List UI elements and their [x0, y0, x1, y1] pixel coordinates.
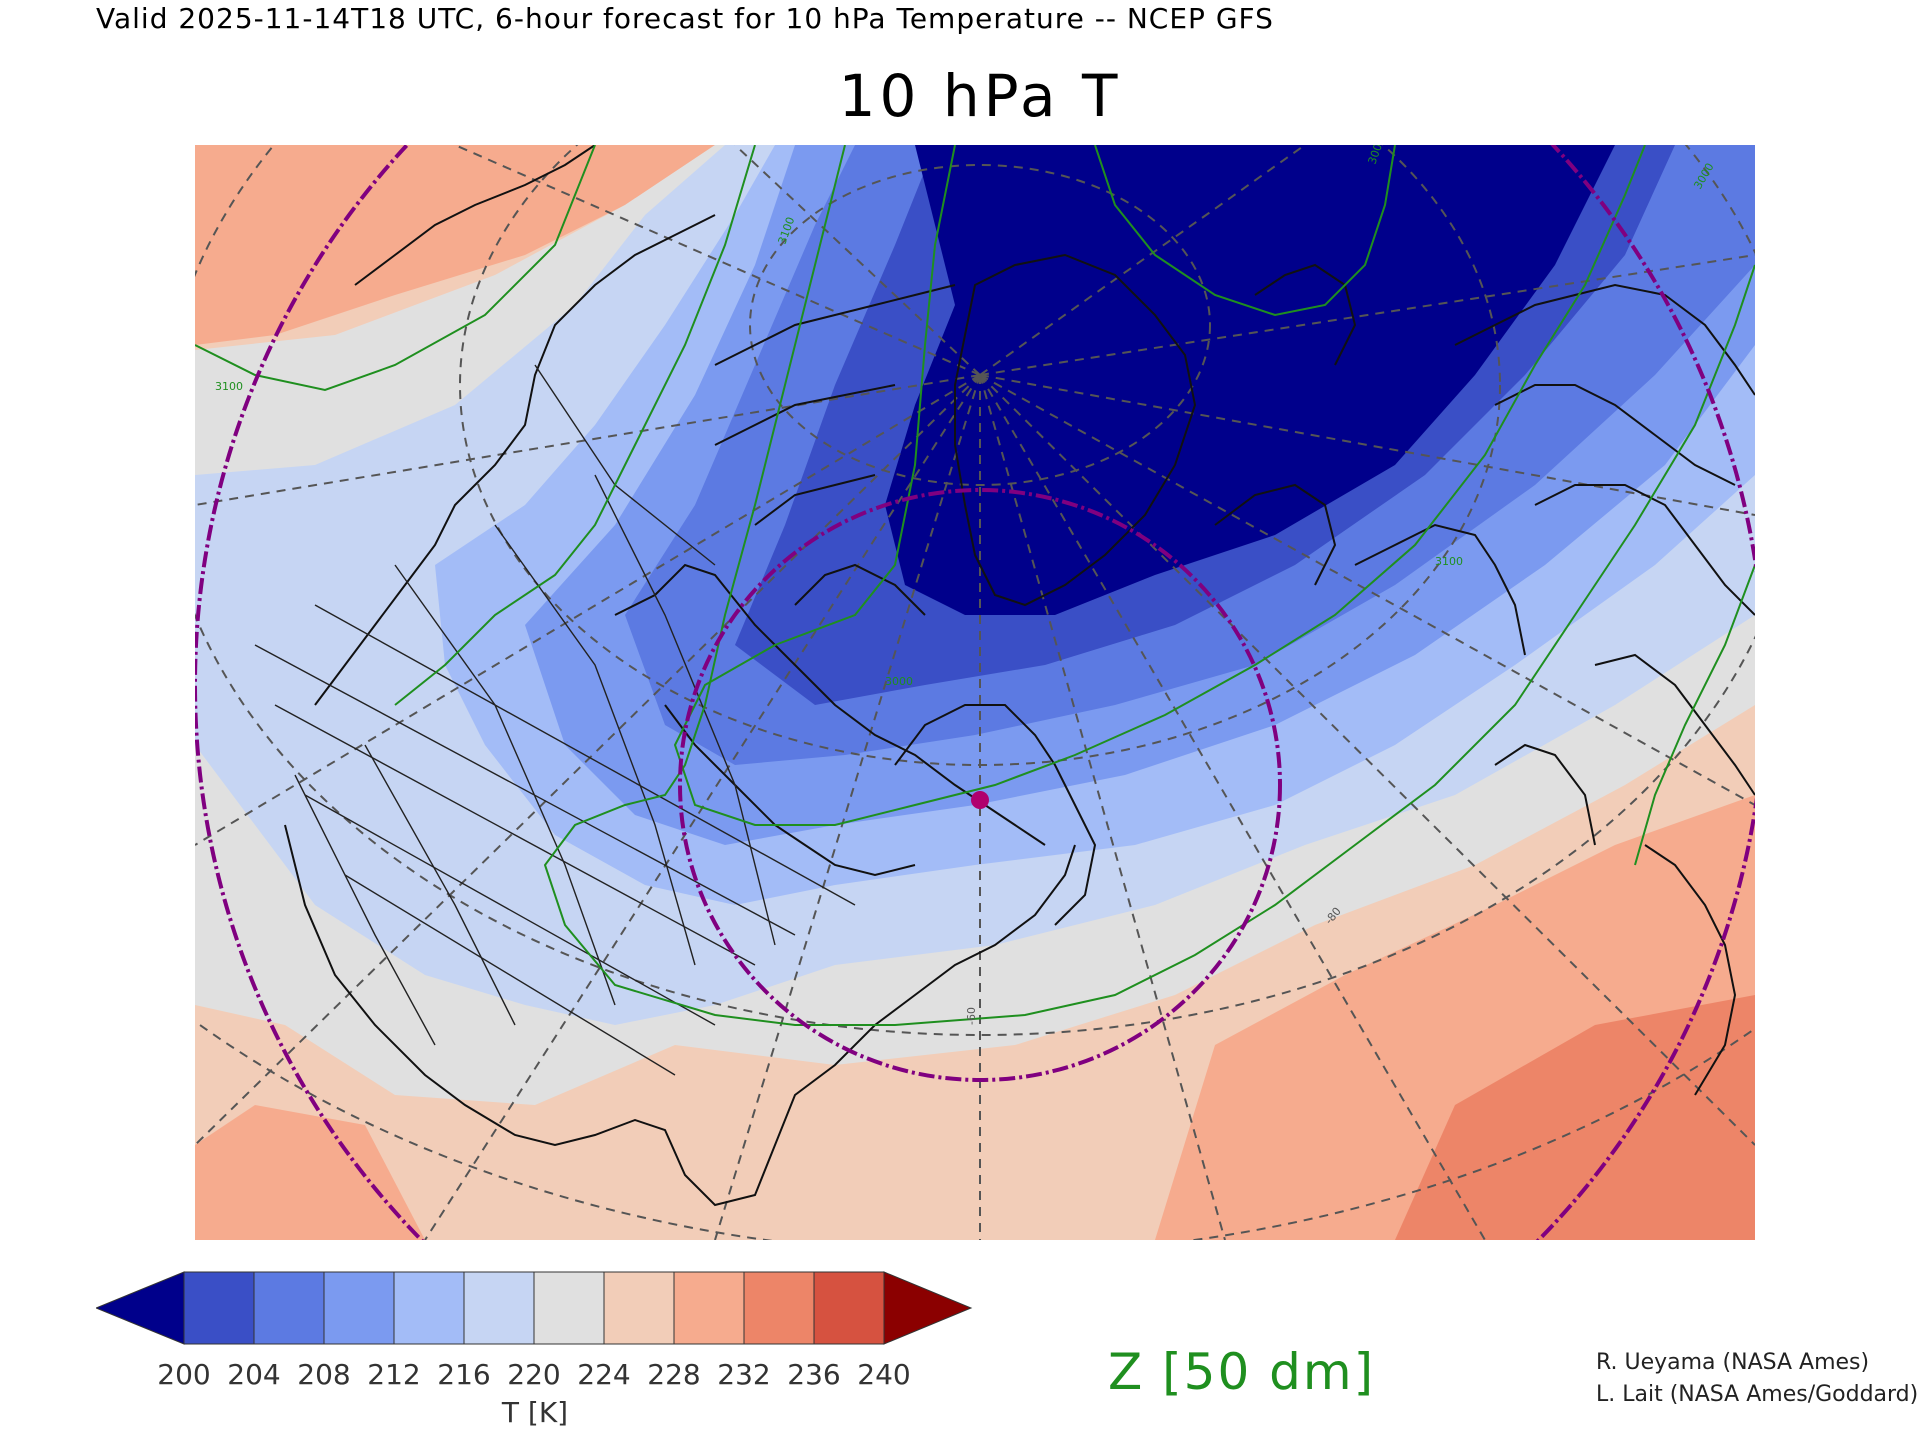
- colorbar-cell: [743, 1271, 815, 1345]
- colorbar-cell: [673, 1271, 745, 1345]
- colorbar-cell: [183, 1271, 255, 1345]
- site-marker: [971, 791, 989, 809]
- temperature-map: 3100 3100 3000 3000 3100 -80 -60 3000: [195, 145, 1755, 1240]
- colorbar-svg: [94, 1271, 973, 1345]
- range-rings: [195, 145, 1755, 1240]
- colorbar-tick: 212: [367, 1358, 421, 1391]
- colorbar-tick: 220: [507, 1358, 561, 1391]
- colorbar-cells: [183, 1271, 885, 1345]
- warm-patch-nw: [195, 145, 715, 345]
- colorbar-label: T [K]: [501, 1396, 569, 1429]
- colorbar-tick: 204: [227, 1358, 281, 1391]
- colorbar-tick: 228: [647, 1358, 701, 1391]
- colorbar-cell: [393, 1271, 465, 1345]
- warm-patch-sw: [195, 1105, 425, 1240]
- height-contour-legend: Z [50 dm]: [1108, 1343, 1376, 1401]
- colorbar-under-triangle: [94, 1271, 185, 1345]
- graticule: [195, 145, 1755, 1240]
- colorbar-tick: 224: [577, 1358, 631, 1391]
- credit-line-2: L. Lait (NASA Ames/Goddard): [1596, 1382, 1919, 1407]
- colorbar-tick: 216: [437, 1358, 491, 1391]
- colorbar-tick: 200: [157, 1358, 211, 1391]
- contour-label: 3000: [885, 675, 913, 688]
- forecast-valid-line: Valid 2025-11-14T18 UTC, 6-hour forecast…: [96, 2, 1274, 35]
- contour-label: -60: [965, 1007, 978, 1025]
- map-canvas: 3100 3100 3000 3000 3100 -80 -60 3000: [195, 145, 1755, 1240]
- colorbar-over-triangle: [883, 1271, 973, 1345]
- colorbar-cell: [463, 1271, 535, 1345]
- credit-line-1: R. Ueyama (NASA Ames): [1596, 1350, 1870, 1375]
- colorbar-cell: [323, 1271, 395, 1345]
- colorbar-cell: [253, 1271, 325, 1345]
- colorbar-tick: 232: [717, 1358, 771, 1391]
- colorbar-cell: [813, 1271, 885, 1345]
- contour-label: 3100: [1435, 555, 1463, 568]
- height-contours: [195, 145, 1755, 1026]
- contour-label: 3100: [215, 380, 243, 393]
- colorbar-tick: 208: [297, 1358, 351, 1391]
- state-borders: [254, 364, 856, 1076]
- colorbar-tick: 236: [787, 1358, 841, 1391]
- colorbar-tick: 240: [857, 1358, 911, 1391]
- map-title: 10 hPa T: [838, 62, 1122, 130]
- cold-core: [885, 145, 1615, 615]
- temperature-colorbar: [94, 1268, 976, 1352]
- colorbar-cell: [603, 1271, 675, 1345]
- colorbar-cell: [533, 1271, 605, 1345]
